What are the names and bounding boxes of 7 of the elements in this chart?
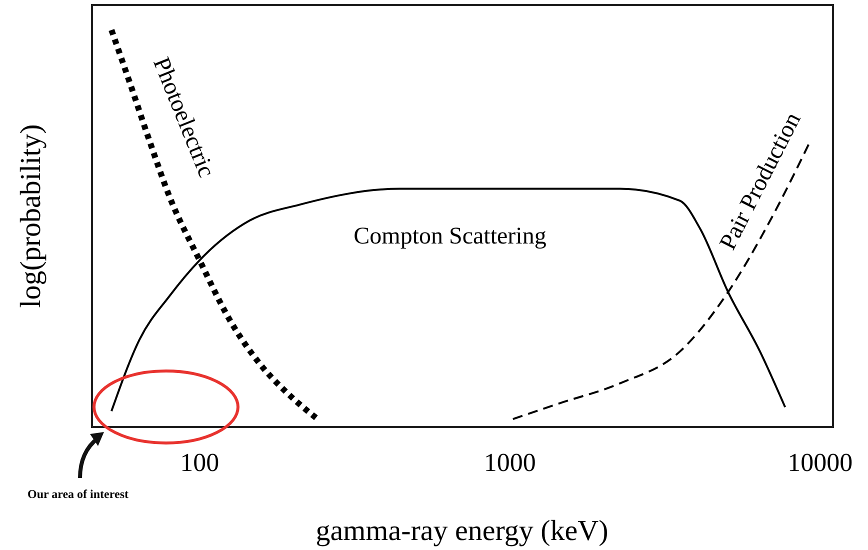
x-tick-label: 100 [180, 448, 220, 477]
series-label: Compton Scattering [354, 224, 546, 250]
x-tick-label: 1000 [484, 448, 536, 477]
text: Our area of interest [28, 487, 128, 501]
x-axis-title: gamma-ray energy (keV) [316, 515, 608, 547]
x-tick-label: 10000 [788, 448, 853, 477]
y-axis-title: log(probability) [15, 124, 47, 308]
